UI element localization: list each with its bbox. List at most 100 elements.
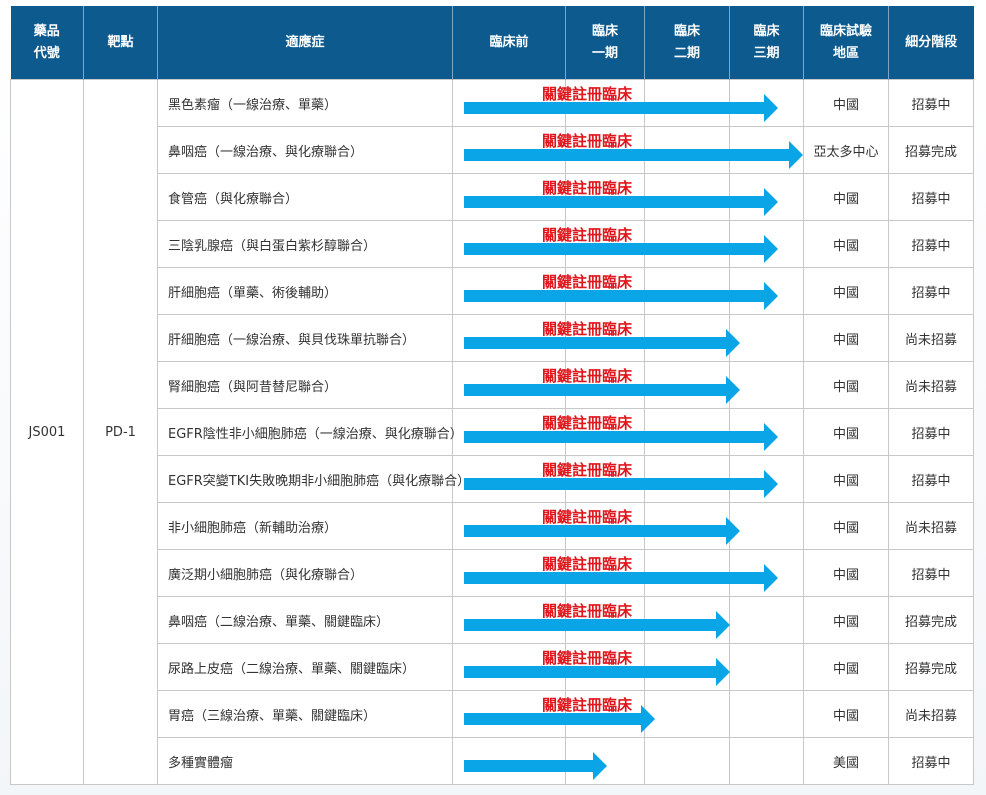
phase1-cell <box>565 314 645 362</box>
indication-cell: 胃癌（三線治療、單藥、關鍵臨床） <box>157 690 453 738</box>
phase1-cell <box>565 690 645 738</box>
phase3-cell <box>729 126 804 174</box>
region-cell: 中國 <box>803 220 889 268</box>
region-cell: 中國 <box>803 267 889 315</box>
phase3-cell <box>729 643 804 691</box>
preclinical-cell <box>452 126 566 174</box>
indication-cell: 尿路上皮癌（二線治療、單藥、關鍵臨床） <box>157 643 453 691</box>
status-cell: 招募中 <box>888 220 974 268</box>
status-cell: 尚未招募 <box>888 314 974 362</box>
region-cell: 亞太多中心 <box>803 126 889 174</box>
table-row: 食管癌（與化療聯合） 中國 招募中 <box>11 173 974 221</box>
phase1-cell <box>565 502 645 550</box>
status-cell: 招募完成 <box>888 643 974 691</box>
phase1-cell <box>565 408 645 456</box>
status-cell: 招募中 <box>888 455 974 503</box>
status-cell: 招募完成 <box>888 126 974 174</box>
preclinical-cell <box>452 173 566 221</box>
table-row: 多種實體瘤 美國 招募中 <box>11 737 974 785</box>
header-phase2: 臨床 二期 <box>644 6 730 80</box>
phase3-cell <box>729 267 804 315</box>
indication-cell: 非小細胞肺癌（新輔助治療） <box>157 502 453 550</box>
status-cell: 尚未招募 <box>888 690 974 738</box>
preclinical-cell <box>452 314 566 362</box>
phase2-cell <box>644 314 730 362</box>
phase1-cell <box>565 455 645 503</box>
phase2-cell <box>644 502 730 550</box>
region-cell: 中國 <box>803 596 889 644</box>
region-cell: 中國 <box>803 643 889 691</box>
preclinical-cell <box>452 596 566 644</box>
status-cell: 尚未招募 <box>888 502 974 550</box>
pipeline-table: 藥品 代號 靶點 適應症 臨床前 臨床 一期 臨床 二期 臨床 三期 臨床試驗 地區 細分… <box>10 6 974 785</box>
indication-cell: 肝細胞癌（一線治療、與貝伐珠單抗聯合） <box>157 314 453 362</box>
preclinical-cell <box>452 361 566 409</box>
indication-cell: 腎細胞癌（與阿昔替尼聯合） <box>157 361 453 409</box>
indication-cell: 三陰乳腺癌（與白蛋白紫杉醇聯合） <box>157 220 453 268</box>
phase2-cell <box>644 79 730 127</box>
phase1-cell <box>565 596 645 644</box>
phase1-cell <box>565 267 645 315</box>
phase1-cell <box>565 173 645 221</box>
status-cell: 尚未招募 <box>888 361 974 409</box>
phase2-cell <box>644 643 730 691</box>
phase1-cell <box>565 737 645 785</box>
indication-cell: 食管癌（與化療聯合） <box>157 173 453 221</box>
region-cell: 中國 <box>803 408 889 456</box>
status-cell: 招募中 <box>888 267 974 315</box>
indication-cell: 肝細胞癌（單藥、術後輔助） <box>157 267 453 315</box>
preclinical-cell <box>452 502 566 550</box>
header-status: 細分階段 <box>888 6 974 80</box>
status-cell: 招募中 <box>888 549 974 597</box>
region-cell: 中國 <box>803 361 889 409</box>
header-region: 臨床試驗 地區 <box>803 6 889 80</box>
phase3-cell <box>729 408 804 456</box>
preclinical-cell <box>452 408 566 456</box>
table-header: 藥品 代號 靶點 適應症 臨床前 臨床 一期 臨床 二期 臨床 三期 臨床試驗 地區 細分… <box>10 6 974 80</box>
header-target: 靶點 <box>83 6 158 80</box>
phase3-cell <box>729 455 804 503</box>
indication-cell: 多種實體瘤 <box>157 737 453 785</box>
phase3-cell <box>729 361 804 409</box>
phase2-cell <box>644 690 730 738</box>
header-preclinical: 臨床前 <box>452 6 566 80</box>
phase2-cell <box>644 267 730 315</box>
phase2-cell <box>644 737 730 785</box>
status-cell: 招募中 <box>888 737 974 785</box>
drug-code-cell: JS001 <box>10 79 84 785</box>
indication-cell: EGFR陰性非小細胞肺癌（一線治療、與化療聯合） <box>157 408 463 456</box>
indication-cell: 鼻咽癌（一線治療、與化療聯合） <box>157 126 453 174</box>
table-row: JS001 PD-1 黑色素瘤（一線治療、單藥） 中國 招募中 <box>10 79 974 785</box>
phase3-cell <box>729 502 804 550</box>
region-cell: 中國 <box>803 690 889 738</box>
status-cell: 招募完成 <box>888 596 974 644</box>
phase3-cell <box>729 173 804 221</box>
phase2-cell <box>644 408 730 456</box>
phase3-cell <box>729 79 804 127</box>
status-cell: 招募中 <box>888 79 974 127</box>
phase2-cell <box>644 596 730 644</box>
phase1-cell <box>565 549 645 597</box>
phase2-cell <box>644 361 730 409</box>
region-cell: 中國 <box>803 502 889 550</box>
header-indication: 適應症 <box>157 6 453 80</box>
phase1-cell <box>565 126 645 174</box>
phase3-cell <box>729 314 804 362</box>
preclinical-cell <box>452 220 566 268</box>
table-body: JS001 PD-1 黑色素瘤（一線治療、單藥） 中國 招募中 鼻咽癌（一線治療、與化療聯… <box>10 79 974 785</box>
indication-cell: 廣泛期小細胞肺癌（與化療聯合） <box>157 549 453 597</box>
phase3-cell <box>729 596 804 644</box>
status-cell: 招募中 <box>888 173 974 221</box>
region-cell: 中國 <box>803 314 889 362</box>
phase3-cell <box>729 549 804 597</box>
phase2-cell <box>644 455 730 503</box>
phase3-cell <box>729 737 804 785</box>
phase1-cell <box>565 220 645 268</box>
region-cell: 美國 <box>803 737 889 785</box>
phase1-cell <box>565 643 645 691</box>
indication-cell: EGFR突變TKI失敗晚期非小細胞肺癌（與化療聯合） <box>157 455 470 503</box>
preclinical-cell <box>452 267 566 315</box>
phase2-cell <box>644 126 730 174</box>
region-cell: 中國 <box>803 455 889 503</box>
indication-cell: 黑色素瘤（一線治療、單藥） <box>157 79 453 127</box>
